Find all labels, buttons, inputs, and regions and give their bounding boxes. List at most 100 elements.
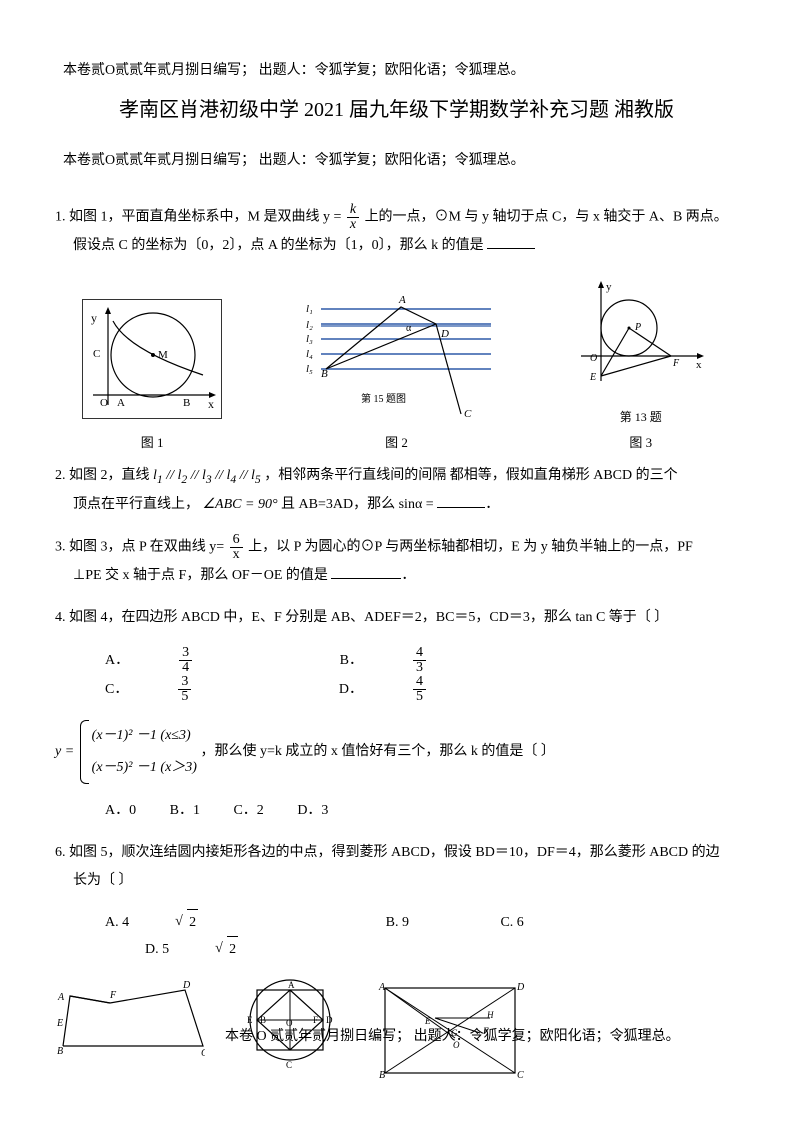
svg-text:O: O <box>590 353 597 364</box>
p2-blank <box>437 494 485 508</box>
p4-A-label: A． <box>105 648 129 673</box>
p1-frac-num: k <box>347 203 359 218</box>
svg-text:O: O <box>100 397 108 409</box>
p6-options: A. 42 B. 9 C. 6 D. 52 <box>55 909 738 961</box>
problem-6: 6. 如图 5，顺次连结圆内接矩形各边的中点，得到菱形 ABCD，假设 BD＝1… <box>55 839 738 895</box>
svg-text:A: A <box>288 980 295 990</box>
p2-b: ，相邻两条平行直线间的间隔 都相等，假如直角梯形 ABCD 的三个 <box>264 468 677 483</box>
svg-text:E: E <box>589 372 596 383</box>
svg-text:A: A <box>117 397 125 409</box>
p2-c: 顶点在平行直线上， <box>73 497 199 512</box>
svg-text:l₁: l₁ <box>306 303 313 315</box>
svg-text:F: F <box>672 358 680 369</box>
svg-text:C: C <box>93 348 100 360</box>
svg-text:D: D <box>516 982 525 993</box>
p5-y: y = <box>55 745 78 760</box>
svg-text:B: B <box>321 368 328 380</box>
p1-text-c: 假设点 C 的坐标为〔0，2〕，点 A 的坐标为〔1，0〕，那么 k 的值是 <box>73 238 484 253</box>
p2-d: 且 AB=3AD，那么 sinα = <box>281 497 434 512</box>
p5-D: D．3 <box>297 798 328 823</box>
svg-text:B: B <box>183 397 190 409</box>
p6-D: D. 5 <box>145 937 169 962</box>
p5-options: A．0 B．1 C．2 D．3 <box>55 798 738 823</box>
p4-C-label: C． <box>105 677 128 702</box>
header-line: 本卷贰O贰贰年贰月捌日编写； 出题人：令狐学复；欧阳化语；令狐理总。 <box>55 60 738 82</box>
svg-text:F: F <box>109 990 117 1001</box>
figure-3: y x P O E F 第 13 题 图 3 <box>571 276 711 454</box>
figure-3-svg: y x P O E F <box>571 276 711 396</box>
p3-a: 3. 如图 3，点 P 在双曲线 y= <box>55 540 224 555</box>
p4-B-num: 4 <box>413 646 426 661</box>
p6-D-rad: 2 <box>227 936 238 962</box>
figure-1: y x M C O A B 图 1 <box>82 299 222 454</box>
p1-blank <box>487 235 535 249</box>
svg-text:C: C <box>201 1048 205 1058</box>
svg-text:y: y <box>606 281 612 293</box>
svg-text:l₂: l₂ <box>306 319 313 331</box>
svg-text:D: D <box>182 980 191 991</box>
p4-A-num: 3 <box>179 646 192 661</box>
svg-text:B: B <box>379 1070 385 1078</box>
svg-text:A: A <box>398 294 406 306</box>
svg-text:α: α <box>406 323 412 334</box>
p5-C: C．2 <box>233 798 263 823</box>
p1-frac-den: x <box>347 218 359 232</box>
problem-3: 3. 如图 3，点 P 在双曲线 y= 6 x 上，以 P 为圆心的⊙P 与两坐… <box>55 533 738 590</box>
page-title: 孝南区肖港初级中学 2021 届九年级下学期数学补充习题 湘教版 <box>55 94 738 126</box>
svg-text:C: C <box>464 408 472 419</box>
figure-2-caption: 图 2 <box>296 433 496 454</box>
p3-frac: 6 x <box>230 533 243 562</box>
figure-3-inner: 第 13 题 <box>571 408 711 427</box>
p2-angle: ∠ABC = 90° <box>203 497 278 512</box>
svg-text:E: E <box>424 1016 431 1026</box>
svg-text:F: F <box>313 1015 318 1025</box>
p6-C: C. 6 <box>500 910 523 935</box>
p3-blank <box>331 565 401 579</box>
p4-text: 4. 如图 4，在四边形 ABCD 中，E、F 分别是 AB、ADEF＝2，BC… <box>55 610 668 625</box>
problem-1: 1. 如图 1，平面直角坐标系中，M 是双曲线 y = k x 上的一点，⊙M … <box>55 203 738 260</box>
p3-c: ⊥PE 交 x 轴于点 F，那么 OF－OE 的值是 <box>73 568 328 583</box>
p5-line2: (x－5)² －1 (x＞3) <box>92 752 197 784</box>
svg-text:E: E <box>247 1015 253 1025</box>
fig2-inner-label: 第 15 题图 <box>361 392 406 405</box>
p6-A-rad: 2 <box>187 909 198 935</box>
sub-line: 本卷贰O贰贰年贰月捌日编写； 出题人：令狐学复；欧阳化语；令狐理总。 <box>55 150 738 172</box>
problem-4: 4. 如图 4，在四边形 ABCD 中，E、F 分别是 AB、ADEF＝2，BC… <box>55 604 738 632</box>
p6-a: 6. 如图 5，顺次连结圆内接矩形各边的中点，得到菱形 ABCD，假设 BD＝1… <box>55 845 720 860</box>
svg-text:y: y <box>91 311 97 325</box>
bottom-figures: A F D E B C O E D A C B F A D B C E <box>55 978 738 1086</box>
p4-D-den: 5 <box>413 690 426 704</box>
p3-b: 上，以 P 为圆心的⊙P 与两坐标轴都相切，E 为 y 轴负半轴上的一点，PF <box>248 540 693 555</box>
p2-l1: l1 // l2 // l3 // l4 // l5 <box>153 468 261 483</box>
problem-2: 2. 如图 2，直线 l1 // l2 // l3 // l4 // l5 ，相… <box>55 462 738 519</box>
svg-text:x: x <box>208 397 214 411</box>
p4-C-num: 3 <box>178 675 191 690</box>
figures-row-1: y x M C O A B 图 1 l₁ l₂ l₃ l₄ l₅ <box>55 276 738 454</box>
svg-text:l₅: l₅ <box>306 363 313 375</box>
svg-text:H: H <box>486 1010 494 1020</box>
svg-text:C: C <box>517 1070 524 1078</box>
p1-text-a: 1. 如图 1，平面直角坐标系中，M 是双曲线 y = <box>55 210 345 225</box>
figure-1-svg: y x M C O A B <box>82 299 222 419</box>
svg-text:x: x <box>696 359 702 371</box>
p4-A-den: 4 <box>179 661 192 675</box>
p4-B-label: B． <box>340 648 363 673</box>
p4-options: A．34 B．43 C．35 D．45 <box>55 646 738 704</box>
p6-b: 长为〔 〕 <box>73 873 133 888</box>
p5-B: B．1 <box>170 798 200 823</box>
svg-text:E: E <box>56 1018 63 1029</box>
figure-4-svg: A F D E B C <box>55 978 205 1058</box>
p5-line1: (x－1)² －1 (x≤3) <box>92 720 197 752</box>
svg-text:B: B <box>57 1046 63 1057</box>
figure-1-caption: 图 1 <box>82 433 222 454</box>
p4-D-label: D． <box>339 677 363 702</box>
svg-text:A: A <box>57 992 65 1003</box>
p5-b: ，那么使 y=k 成立的 x 值恰好有三个，那么 k 的值是〔 〕 <box>200 745 554 760</box>
svg-text:A: A <box>378 982 386 993</box>
svg-text:D: D <box>326 1015 333 1025</box>
problem-5: y = (x－1)² －1 (x≤3) (x－5)² －1 (x＞3) ，那么使… <box>55 720 738 784</box>
p3-den: x <box>230 548 243 562</box>
p4-B-den: 3 <box>413 661 426 675</box>
p6-B: B. 9 <box>386 910 409 935</box>
p4-C-den: 5 <box>178 690 191 704</box>
